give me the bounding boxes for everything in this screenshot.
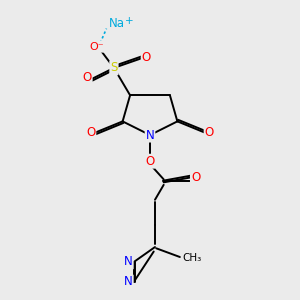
Text: N: N (124, 275, 133, 288)
Text: O: O (191, 171, 200, 184)
Text: O: O (86, 126, 95, 139)
Text: O: O (146, 155, 154, 168)
Text: O: O (205, 126, 214, 139)
Text: Na: Na (109, 16, 125, 30)
Text: O⁻: O⁻ (90, 42, 104, 52)
Text: N: N (146, 129, 154, 142)
Text: O: O (82, 71, 92, 84)
Text: CH₃: CH₃ (183, 253, 202, 263)
Text: N: N (124, 256, 133, 268)
Text: +: + (125, 16, 134, 26)
Text: O: O (142, 51, 151, 64)
Text: S: S (110, 61, 118, 74)
